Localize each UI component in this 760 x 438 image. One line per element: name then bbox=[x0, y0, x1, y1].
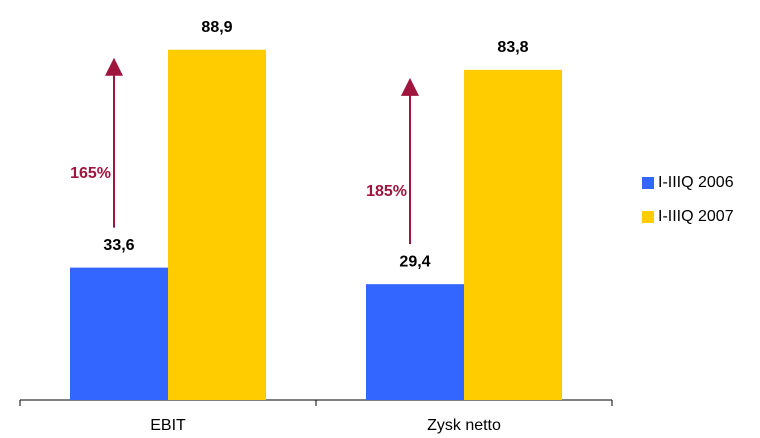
annotation: 165% bbox=[70, 165, 111, 182]
legend-swatch bbox=[642, 211, 654, 223]
x-tick-label: Zysk netto bbox=[427, 417, 501, 434]
data-label: 33,6 bbox=[103, 237, 134, 254]
data-label: 29,4 bbox=[399, 253, 430, 270]
arrow-head bbox=[401, 77, 419, 96]
bar bbox=[168, 49, 266, 400]
legend-label: I-IIIQ 2006 bbox=[658, 174, 734, 191]
bar bbox=[366, 284, 464, 400]
bar bbox=[70, 267, 168, 400]
legend-label: I-IIIQ 2007 bbox=[658, 208, 734, 225]
arrow-head bbox=[105, 57, 123, 76]
bar bbox=[464, 69, 562, 400]
annotation: 185% bbox=[366, 183, 407, 200]
legend-swatch bbox=[642, 177, 654, 189]
data-label: 83,8 bbox=[497, 39, 528, 56]
data-label: 88,9 bbox=[201, 19, 232, 36]
x-tick-label: EBIT bbox=[150, 417, 186, 434]
